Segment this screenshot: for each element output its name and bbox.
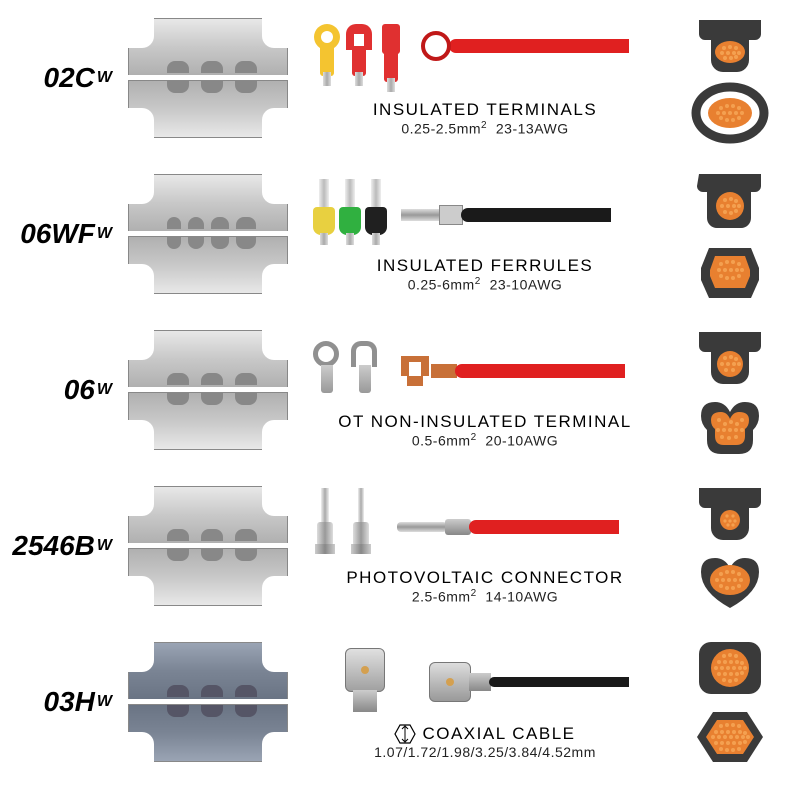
cable-with-fork-lug [397,354,675,388]
terminal-samples [295,644,675,722]
crimp-profile-before-icon [691,324,769,386]
crimp-die-03h [128,642,288,762]
spec-line: 2.5-6mm2 14-10AWG [346,588,623,605]
model-superscript: W [97,225,112,243]
spec-line: 0.5-6mm2 20-10AWG [338,432,631,449]
terminals-col: PHOTOVOLTAIC CONNECTOR 2.5-6mm2 14-10AWG [295,468,675,624]
fork-terminal-red [345,24,373,94]
model-code: 02C [44,62,95,94]
model-superscript: W [97,381,112,399]
model-superscript: W [97,693,112,711]
terminal-samples [295,20,675,98]
row-06wf: 06WFW INSULATED FERRULES 0.25-6mm2 23-10 [0,156,800,312]
model-code: 06WF [20,218,95,250]
crimp-profile-col [675,12,785,144]
terminal-type-title: OT NON-INSULATED TERMINAL [338,412,631,432]
description: OT NON-INSULATED TERMINAL 0.5-6mm2 20-10… [338,410,631,449]
description: PHOTOVOLTAIC CONNECTOR 2.5-6mm2 14-10AWG [346,566,623,605]
row-03h: 03HW [0,624,800,780]
model-label-col: 06W [0,374,120,406]
bnc-with-cable [429,658,675,708]
bare-ring-terminal [313,341,341,401]
die-image-col [120,174,295,294]
cable-with-ferrule [401,200,675,230]
die-image-col [120,18,295,138]
crimp-profile-after-icon [691,238,769,300]
crimp-profile-before-icon [691,636,769,698]
row-02c: 02CW [0,0,800,156]
hexagon-icon [394,724,416,744]
description: INSULATED FERRULES 0.25-6mm2 23-10AWG [377,254,594,293]
model-label-col: 03HW [0,686,120,718]
model-label-col: 2546BW [0,530,120,562]
crimp-die-02c [128,18,288,138]
model-label-col: 06WFW [0,218,120,250]
die-image-col [120,330,295,450]
ferrule-yellow [313,179,335,251]
crimp-die-06 [128,330,288,450]
crimp-profile-after-icon [691,550,769,612]
crimp-profile-after-icon [691,394,769,456]
ferrule-black [365,179,387,251]
row-2546b: 2546BW PHOTOVOLTAIC CONNECTOR 2.5-6mm2 1… [0,468,800,624]
terminal-samples [295,332,675,410]
model-code: 06 [64,374,95,406]
terminals-col: OT NON-INSULATED TERMINAL 0.5-6mm2 20-10… [295,312,675,468]
spade-terminal-red [377,24,405,94]
spec-line: 1.07/1.72/1.98/3.25/3.84/4.52mm [374,744,596,760]
terminals-col: INSULATED FERRULES 0.25-6mm2 23-10AWG [295,156,675,312]
bare-fork-terminal [351,341,379,401]
crimp-profile-after-icon [691,82,769,144]
model-label-col: 02CW [0,62,120,94]
terminal-samples [295,488,675,566]
terminal-samples [295,176,675,254]
bnc-connector [335,648,395,718]
cable-with-ring-lug [409,39,675,79]
terminals-col: INSULATED TERMINALS 0.25-2.5mm2 23-13AWG [295,0,675,156]
model-superscript: W [97,69,112,87]
description: COAXIAL CABLE 1.07/1.72/1.98/3.25/3.84/4… [374,722,596,761]
description: INSULATED TERMINALS 0.25-2.5mm2 23-13AWG [373,98,597,137]
terminal-type-title: PHOTOVOLTAIC CONNECTOR [346,568,623,588]
crimp-profile-col [675,168,785,300]
crimp-die-06wf [128,174,288,294]
model-superscript: W [97,537,112,555]
cable-with-pv-pin [397,516,675,538]
crimp-profile-col [675,324,785,456]
ring-terminal-yellow [313,24,341,94]
crimp-profile-after-icon [691,706,769,768]
model-code: 03H [44,686,95,718]
die-image-col [120,486,295,606]
spec-line: 0.25-6mm2 23-10AWG [377,276,594,293]
crimp-profile-before-icon [691,168,769,230]
terminal-type-title: INSULATED FERRULES [377,256,594,276]
crimp-die-2546b [128,486,288,606]
terminal-type-title: COAXIAL CABLE [374,724,596,745]
pv-pin-female [313,488,337,566]
die-image-col [120,642,295,762]
spec-line: 0.25-2.5mm2 23-13AWG [373,120,597,137]
row-06: 06W [0,312,800,468]
crimp-profile-col [675,636,785,768]
ferrule-green [339,179,361,251]
model-code: 2546B [12,530,95,562]
pv-pin-male [349,488,373,566]
crimp-profile-before-icon [691,480,769,542]
crimp-profile-before-icon [691,12,769,74]
terminal-type-title: INSULATED TERMINALS [373,100,597,120]
terminals-col: COAXIAL CABLE 1.07/1.72/1.98/3.25/3.84/4… [295,624,675,780]
crimp-profile-col [675,480,785,612]
